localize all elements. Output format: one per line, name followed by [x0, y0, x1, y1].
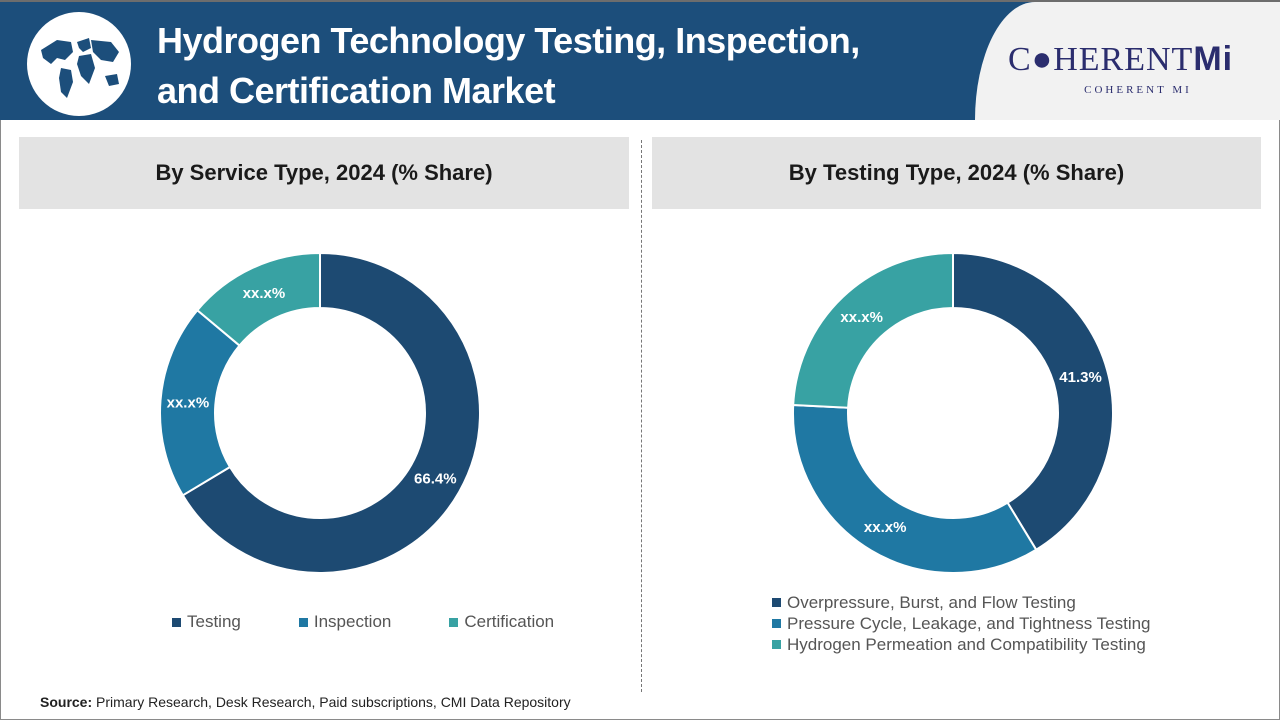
- legend-label: Overpressure, Burst, and Flow Testing: [787, 593, 1076, 612]
- legend-swatch: [772, 598, 781, 607]
- chart-2-title: By Testing Type, 2024 (% Share): [652, 137, 1261, 209]
- legend-item-pressure-cycle: Pressure Cycle, Leakage, and Tightness T…: [772, 613, 1151, 634]
- legend-label: Pressure Cycle, Leakage, and Tightness T…: [787, 614, 1151, 633]
- brand-logo: C●HERENTMi: [1008, 40, 1233, 79]
- legend-label: Testing: [187, 612, 241, 631]
- brand-name: COHERENT MI: [1084, 84, 1192, 96]
- donut-slice-3: [793, 251, 954, 409]
- source-note: Source: Primary Research, Desk Research,…: [40, 694, 571, 710]
- legend-label: Certification: [464, 612, 555, 631]
- legend-item-certification: Certification: [449, 612, 554, 632]
- legend-swatch: [449, 617, 459, 627]
- legend-swatch: [298, 617, 308, 627]
- chart-1-title: By Service Type, 2024 (% Share): [19, 137, 629, 209]
- data-label-3: xx.x%: [840, 309, 883, 326]
- chart-2-legend: Overpressure, Burst, and Flow Testing Pr…: [772, 592, 1151, 655]
- page-title: Hydrogen Technology Testing, Inspection,…: [157, 16, 860, 116]
- data-label-1: 41.3%: [1059, 369, 1102, 386]
- donut-slice-2: [793, 403, 1038, 574]
- legend-swatch: [172, 617, 181, 627]
- globe-icon: [27, 12, 131, 116]
- legend-item-overpressure: Overpressure, Burst, and Flow Testing: [772, 592, 1151, 613]
- source-label: Source:: [40, 694, 93, 710]
- logo-area: [975, 2, 1280, 120]
- legend-item-permeation: Hydrogen Permeation and Compatibility Te…: [772, 634, 1151, 655]
- chart-1-legend: Testing Inspection Certification: [172, 612, 554, 632]
- legend-label: Hydrogen Permeation and Compatibility Te…: [787, 635, 1146, 654]
- divider: [641, 140, 642, 692]
- service-type-donut: 66.4% xx.x% xx.x%: [160, 251, 480, 574]
- title-line-1: Hydrogen Technology Testing, Inspection,: [157, 20, 860, 61]
- legend-label: Inspection: [313, 612, 392, 631]
- legend-swatch: [772, 619, 781, 628]
- data-label-1: 66.4%: [414, 470, 457, 487]
- testing-type-donut: 41.3% xx.x% xx.x%: [793, 251, 1113, 574]
- source-text: Primary Research, Desk Research, Paid su…: [92, 694, 571, 710]
- title-line-2: and Certification Market: [157, 70, 556, 111]
- donut-slice-3: [195, 251, 321, 347]
- legend-item-inspection: Inspection: [298, 612, 392, 632]
- brand-suffix: Mi: [1193, 40, 1234, 78]
- brand-main: C●HERENT: [1008, 41, 1194, 78]
- data-label-2: xx.x%: [864, 519, 907, 536]
- legend-swatch: [772, 640, 781, 649]
- data-label-3: xx.x%: [243, 285, 286, 302]
- data-label-2: xx.x%: [167, 395, 210, 412]
- donut-slice-1: [952, 251, 1113, 552]
- donut-slice-1: [181, 251, 480, 574]
- legend-item-testing: Testing: [172, 612, 241, 632]
